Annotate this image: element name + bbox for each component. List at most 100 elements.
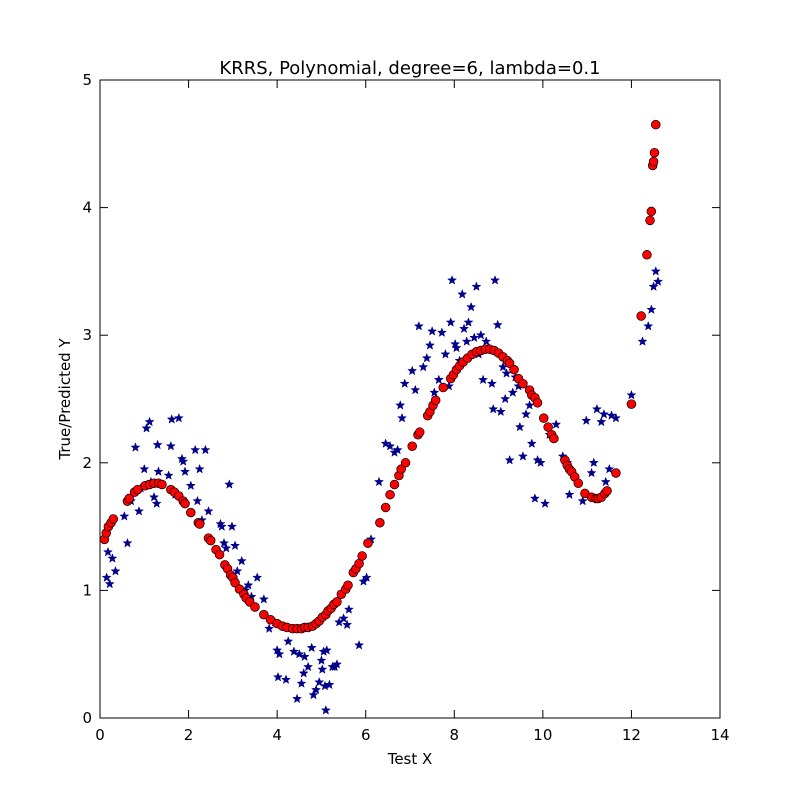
true-value-star <box>101 572 112 582</box>
true-value-star <box>200 444 211 455</box>
x-tick-label: 8 <box>450 726 460 744</box>
true-value-star <box>598 408 610 419</box>
true-value-star <box>358 576 369 586</box>
true-value-star <box>283 636 294 646</box>
predicted-value-circle <box>132 484 143 495</box>
true-value-star <box>626 389 637 400</box>
true-value-star <box>650 266 661 276</box>
true-value-star <box>471 281 482 292</box>
true-value-star <box>272 645 283 655</box>
true-value-star <box>153 466 164 477</box>
true-value-star <box>122 537 133 548</box>
true-value-star <box>577 495 588 506</box>
true-value-star <box>520 408 532 419</box>
true-value-star <box>481 336 492 346</box>
true-value-star <box>311 684 322 695</box>
true-value-star <box>436 327 447 337</box>
y-tick-label: 3 <box>82 326 92 344</box>
true-value-star <box>517 451 528 461</box>
true-value-star <box>354 639 365 650</box>
true-value-star <box>324 679 335 690</box>
true-values-series <box>101 266 664 715</box>
true-value-star <box>407 365 418 376</box>
true-value-star <box>410 384 421 395</box>
true-value-star <box>610 412 621 423</box>
true-value-star <box>514 421 525 432</box>
predicted-value-circle <box>636 311 646 321</box>
true-value-star <box>296 678 307 688</box>
true-value-star <box>165 440 176 451</box>
true-value-star <box>216 521 227 531</box>
true-value-star <box>486 378 497 388</box>
true-value-star <box>252 572 263 582</box>
true-value-star <box>458 323 470 334</box>
predicted-value-circle <box>645 215 655 226</box>
predicted-value-circle <box>380 502 391 513</box>
true-value-star <box>604 463 615 474</box>
true-value-star <box>392 444 403 455</box>
true-value-star <box>139 463 150 474</box>
predicted-value-circle <box>611 468 621 478</box>
y-tick-label: 2 <box>82 454 92 472</box>
true-value-star <box>338 613 349 623</box>
y-tick-label: 1 <box>82 581 92 599</box>
true-value-star <box>500 393 511 404</box>
predicted-value-circle <box>642 250 652 260</box>
x-tick-label: 14 <box>710 726 729 744</box>
predicted-value-circle <box>389 479 400 490</box>
predicted-value-circle <box>385 489 395 500</box>
true-value-star <box>178 456 189 466</box>
predicted-value-circle <box>438 382 448 393</box>
true-value-star <box>152 439 163 450</box>
predicted-value-circle <box>626 399 637 409</box>
predicted-value-circle <box>407 441 417 451</box>
true-value-star <box>221 542 232 553</box>
x-tick-label: 6 <box>361 726 371 744</box>
true-value-star <box>433 374 444 385</box>
true-value-star <box>130 442 141 452</box>
true-value-star <box>316 655 327 665</box>
true-value-star <box>104 578 115 589</box>
predicted-value-circle <box>400 458 411 468</box>
true-value-star <box>166 414 177 424</box>
x-tick-label: 12 <box>622 726 641 744</box>
true-value-star <box>551 419 562 429</box>
true-value-star <box>445 317 456 327</box>
predicted-value-circle <box>157 479 167 490</box>
true-value-star <box>588 457 599 468</box>
true-value-star <box>144 416 155 427</box>
true-value-star <box>320 705 331 715</box>
true-value-star <box>306 642 317 653</box>
true-value-star <box>447 275 458 285</box>
true-value-star <box>461 336 472 346</box>
true-value-star <box>294 648 305 659</box>
true-value-star <box>331 659 342 669</box>
y-axis-label: True/Predicted Y <box>56 338 74 461</box>
true-value-star <box>361 572 372 582</box>
predicted-value-circle <box>549 433 559 444</box>
true-value-star <box>299 651 310 662</box>
true-value-star <box>272 671 284 682</box>
predicted-values-series <box>99 119 661 634</box>
predicted-value-circle <box>205 535 216 546</box>
predicted-value-circle <box>332 597 342 607</box>
predicted-value-circle <box>343 580 353 591</box>
predicted-value-circle <box>430 395 441 406</box>
true-value-star <box>224 479 235 489</box>
predicted-value-circle <box>538 413 549 423</box>
true-value-star <box>303 661 314 672</box>
true-value-star <box>314 676 325 687</box>
true-value-star <box>429 387 440 397</box>
predicted-value-circle <box>518 378 528 389</box>
true-value-star <box>190 444 201 455</box>
true-value-star <box>507 387 518 397</box>
predicted-value-circle <box>532 398 543 408</box>
true-value-star <box>466 301 477 312</box>
true-value-star <box>489 275 501 285</box>
true-value-star <box>236 555 247 566</box>
predicted-value-circle <box>573 478 584 488</box>
true-value-star <box>288 646 300 656</box>
